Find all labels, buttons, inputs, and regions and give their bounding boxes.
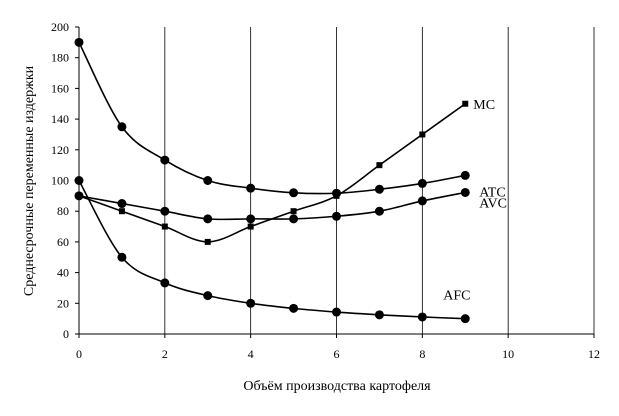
afc-point <box>417 312 427 322</box>
y-tick-label: 0 <box>63 327 69 341</box>
y-tick-label: 60 <box>57 235 69 249</box>
afc-point <box>460 314 470 324</box>
markers <box>74 37 470 324</box>
atc-label: ATC <box>479 185 505 200</box>
avc-line <box>78 191 466 221</box>
avc-point <box>374 206 384 216</box>
mc-point <box>419 131 426 138</box>
axes <box>75 26 595 338</box>
y-tick-label: 40 <box>57 266 69 280</box>
atc-point <box>374 184 384 194</box>
atc-point <box>160 155 170 165</box>
avc-point <box>417 196 427 206</box>
y-tick-label: 100 <box>51 174 69 188</box>
mc-point <box>118 208 125 215</box>
afc-point <box>160 278 170 288</box>
x-tick-label: 12 <box>588 347 600 361</box>
avc-point <box>203 214 213 224</box>
afc-point <box>246 298 256 308</box>
x-tick-label: 10 <box>502 347 514 361</box>
avc-point <box>160 206 170 216</box>
avc-point <box>289 214 299 224</box>
avc-point <box>246 214 256 224</box>
atc-point <box>246 183 256 193</box>
y-tick-label: 80 <box>57 204 69 218</box>
avc-label: AVC <box>479 196 507 211</box>
x-tick-label: 2 <box>162 347 168 361</box>
atc-point <box>417 178 427 188</box>
x-tick-label: 6 <box>334 347 340 361</box>
y-tick-label: 160 <box>51 81 69 95</box>
avc-point <box>460 187 470 197</box>
atc-point <box>74 37 84 47</box>
y-axis-title: Среднесрочные переменные издержки <box>22 65 37 296</box>
gridlines <box>164 27 595 334</box>
atc-point <box>203 176 213 185</box>
afc-point <box>289 303 299 313</box>
afc-point <box>203 291 213 301</box>
mc-line <box>78 103 466 243</box>
avc-point <box>117 199 127 209</box>
y-tick-label: 200 <box>51 20 69 34</box>
y-tick-label: 180 <box>51 51 69 65</box>
atc-point <box>332 188 341 198</box>
atc-line <box>78 41 466 195</box>
series <box>78 41 466 320</box>
y-tick-label: 140 <box>51 112 69 126</box>
atc-point <box>289 188 299 198</box>
tick-labels: 0 20 40 60 80 100 120 140 160 180 200 0 2 4 6 8 10 12 <box>51 20 600 361</box>
afc-line <box>78 180 466 320</box>
x-tick-label: 8 <box>419 347 425 361</box>
mc-point <box>290 208 297 215</box>
mc-point <box>376 162 383 169</box>
x-axis-title: Объём производства картофеля <box>243 379 431 394</box>
mc-point <box>204 238 211 245</box>
avc-point <box>332 211 341 221</box>
mc-label: MC <box>473 98 495 113</box>
mc-point <box>462 100 469 107</box>
mc-point <box>161 223 168 230</box>
afc-point <box>332 307 341 317</box>
mc-point <box>247 223 254 230</box>
x-tick-label: 4 <box>248 347 254 361</box>
atc-point <box>117 122 127 132</box>
afc-point <box>117 252 127 262</box>
x-tick-label: 0 <box>76 347 82 361</box>
atc-point <box>460 170 470 180</box>
y-tick-label: 120 <box>51 143 69 157</box>
afc-point <box>374 310 384 320</box>
afc-point <box>74 176 84 185</box>
y-tick-label: 20 <box>57 296 69 310</box>
avc-point <box>74 191 84 201</box>
afc-label: AFC <box>443 289 470 304</box>
